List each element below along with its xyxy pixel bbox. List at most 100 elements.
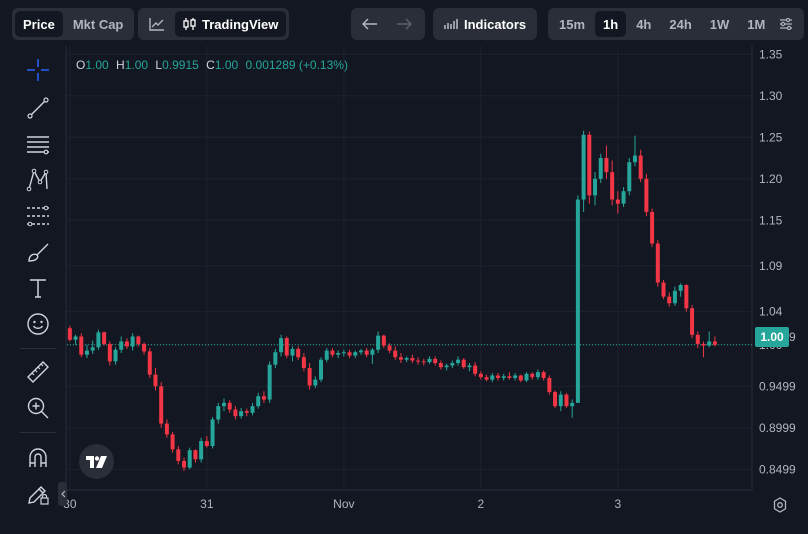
close-label: C <box>206 58 215 72</box>
sliders-icon <box>780 18 793 30</box>
candle-body <box>170 434 175 450</box>
collapse-toolbar-button[interactable] <box>58 482 67 506</box>
candle-body <box>193 450 198 460</box>
candle-body <box>130 336 135 347</box>
timeframe-1m[interactable]: 1M <box>747 16 766 32</box>
timeframe-4h[interactable]: 4h <box>636 16 652 32</box>
candle-body <box>250 406 255 413</box>
candle-body <box>176 449 181 461</box>
time-axis-label: Nov <box>333 497 354 511</box>
redo-button[interactable] <box>388 11 420 37</box>
crosshair-tool[interactable] <box>24 56 52 84</box>
candle-body <box>450 363 455 366</box>
candle-body <box>438 363 443 368</box>
price-axis-label: 1.15 <box>759 213 783 227</box>
candle-body <box>136 336 141 344</box>
candle-body <box>313 379 318 386</box>
candle-body <box>381 335 386 346</box>
last-price-tag: 1.00 <box>755 327 789 347</box>
candle-body <box>301 357 306 369</box>
ruler-tool[interactable] <box>24 358 52 386</box>
chevron-left-icon <box>60 490 65 498</box>
timeframe-24h[interactable]: 24h <box>669 16 692 32</box>
time-axis-label: 2 <box>478 497 485 511</box>
candle-body <box>233 409 238 417</box>
toolbar-divider <box>20 432 56 433</box>
candle-body <box>284 338 289 356</box>
candle-body <box>570 402 575 407</box>
candle-body <box>210 419 215 447</box>
line-chart-button[interactable] <box>141 11 173 37</box>
candle-body <box>644 178 649 212</box>
candle-body <box>142 343 147 352</box>
pattern-tool[interactable] <box>24 166 52 194</box>
horizontal-lines-tool[interactable] <box>24 130 52 158</box>
tradingview-logo[interactable] <box>79 444 114 479</box>
price-mktcap-toggle: Price Mkt Cap <box>12 8 135 40</box>
brush-tool[interactable] <box>24 238 52 266</box>
candle-body <box>690 308 695 335</box>
candle-body <box>495 375 500 378</box>
candle-body <box>404 358 409 360</box>
candle-body <box>610 172 615 200</box>
indicators-label: Indicators <box>464 16 527 32</box>
chart-settings-button[interactable] <box>775 11 797 37</box>
chart-properties-button[interactable] <box>770 495 790 515</box>
emoji-tool[interactable] <box>24 310 52 338</box>
price-axis-label: 0.8999 <box>759 421 796 435</box>
timeframe-1h[interactable]: 1h <box>595 11 627 37</box>
zoom-tool[interactable] <box>24 394 52 422</box>
candle-body <box>324 350 329 360</box>
candle-body <box>707 341 712 346</box>
lock-drawings-tool[interactable] <box>24 480 52 508</box>
trend-line-tool[interactable] <box>24 94 52 122</box>
timeframe-1w[interactable]: 1W <box>709 16 730 32</box>
text-icon <box>30 279 46 298</box>
candle-body <box>575 199 580 403</box>
line-chart-icon <box>149 18 164 31</box>
candle-body <box>204 441 209 447</box>
candle-body <box>684 285 689 309</box>
candle-body <box>84 350 89 355</box>
candle-body <box>456 359 461 364</box>
text-tool[interactable] <box>24 274 52 302</box>
candle-body <box>221 402 226 407</box>
candle-body <box>113 349 118 362</box>
ruler-icon <box>27 361 49 383</box>
candle-body <box>490 375 495 380</box>
candle-body <box>553 392 558 407</box>
candle-body <box>638 155 643 179</box>
price-button[interactable]: Price <box>15 11 63 37</box>
candle-body <box>695 334 700 344</box>
candle-body <box>353 352 358 356</box>
candle-body <box>187 450 192 468</box>
open-label: O <box>76 58 86 72</box>
candle-body <box>444 365 449 368</box>
top-toolbar: Price Mkt Cap TradingView Indicators 15m… <box>0 0 808 46</box>
candle-body <box>604 158 609 173</box>
undo-button[interactable] <box>354 11 386 37</box>
candle-body <box>467 365 472 368</box>
price-axis-label: 0.9499 <box>759 379 796 393</box>
arrow-right-icon <box>397 18 412 30</box>
fib-tool[interactable] <box>24 202 52 230</box>
horizontal-lines-icon <box>27 136 49 155</box>
candle-body <box>587 134 592 196</box>
candle-body <box>667 296 672 304</box>
candle-body <box>227 402 232 410</box>
trend-line-icon <box>27 97 49 119</box>
mktcap-button[interactable]: Mkt Cap <box>72 16 124 32</box>
magnet-tool[interactable] <box>24 444 52 472</box>
candle-body <box>107 343 112 362</box>
candle-body <box>347 352 352 356</box>
candle-body <box>650 211 655 244</box>
tradingview-button[interactable]: TradingView <box>175 11 287 37</box>
candle-body <box>267 364 272 400</box>
crosshair-icon <box>27 59 49 81</box>
indicators-button[interactable]: Indicators <box>436 11 534 37</box>
candle-body <box>513 375 518 378</box>
candle-body <box>124 341 129 347</box>
timeframe-15m[interactable]: 15m <box>559 16 586 32</box>
